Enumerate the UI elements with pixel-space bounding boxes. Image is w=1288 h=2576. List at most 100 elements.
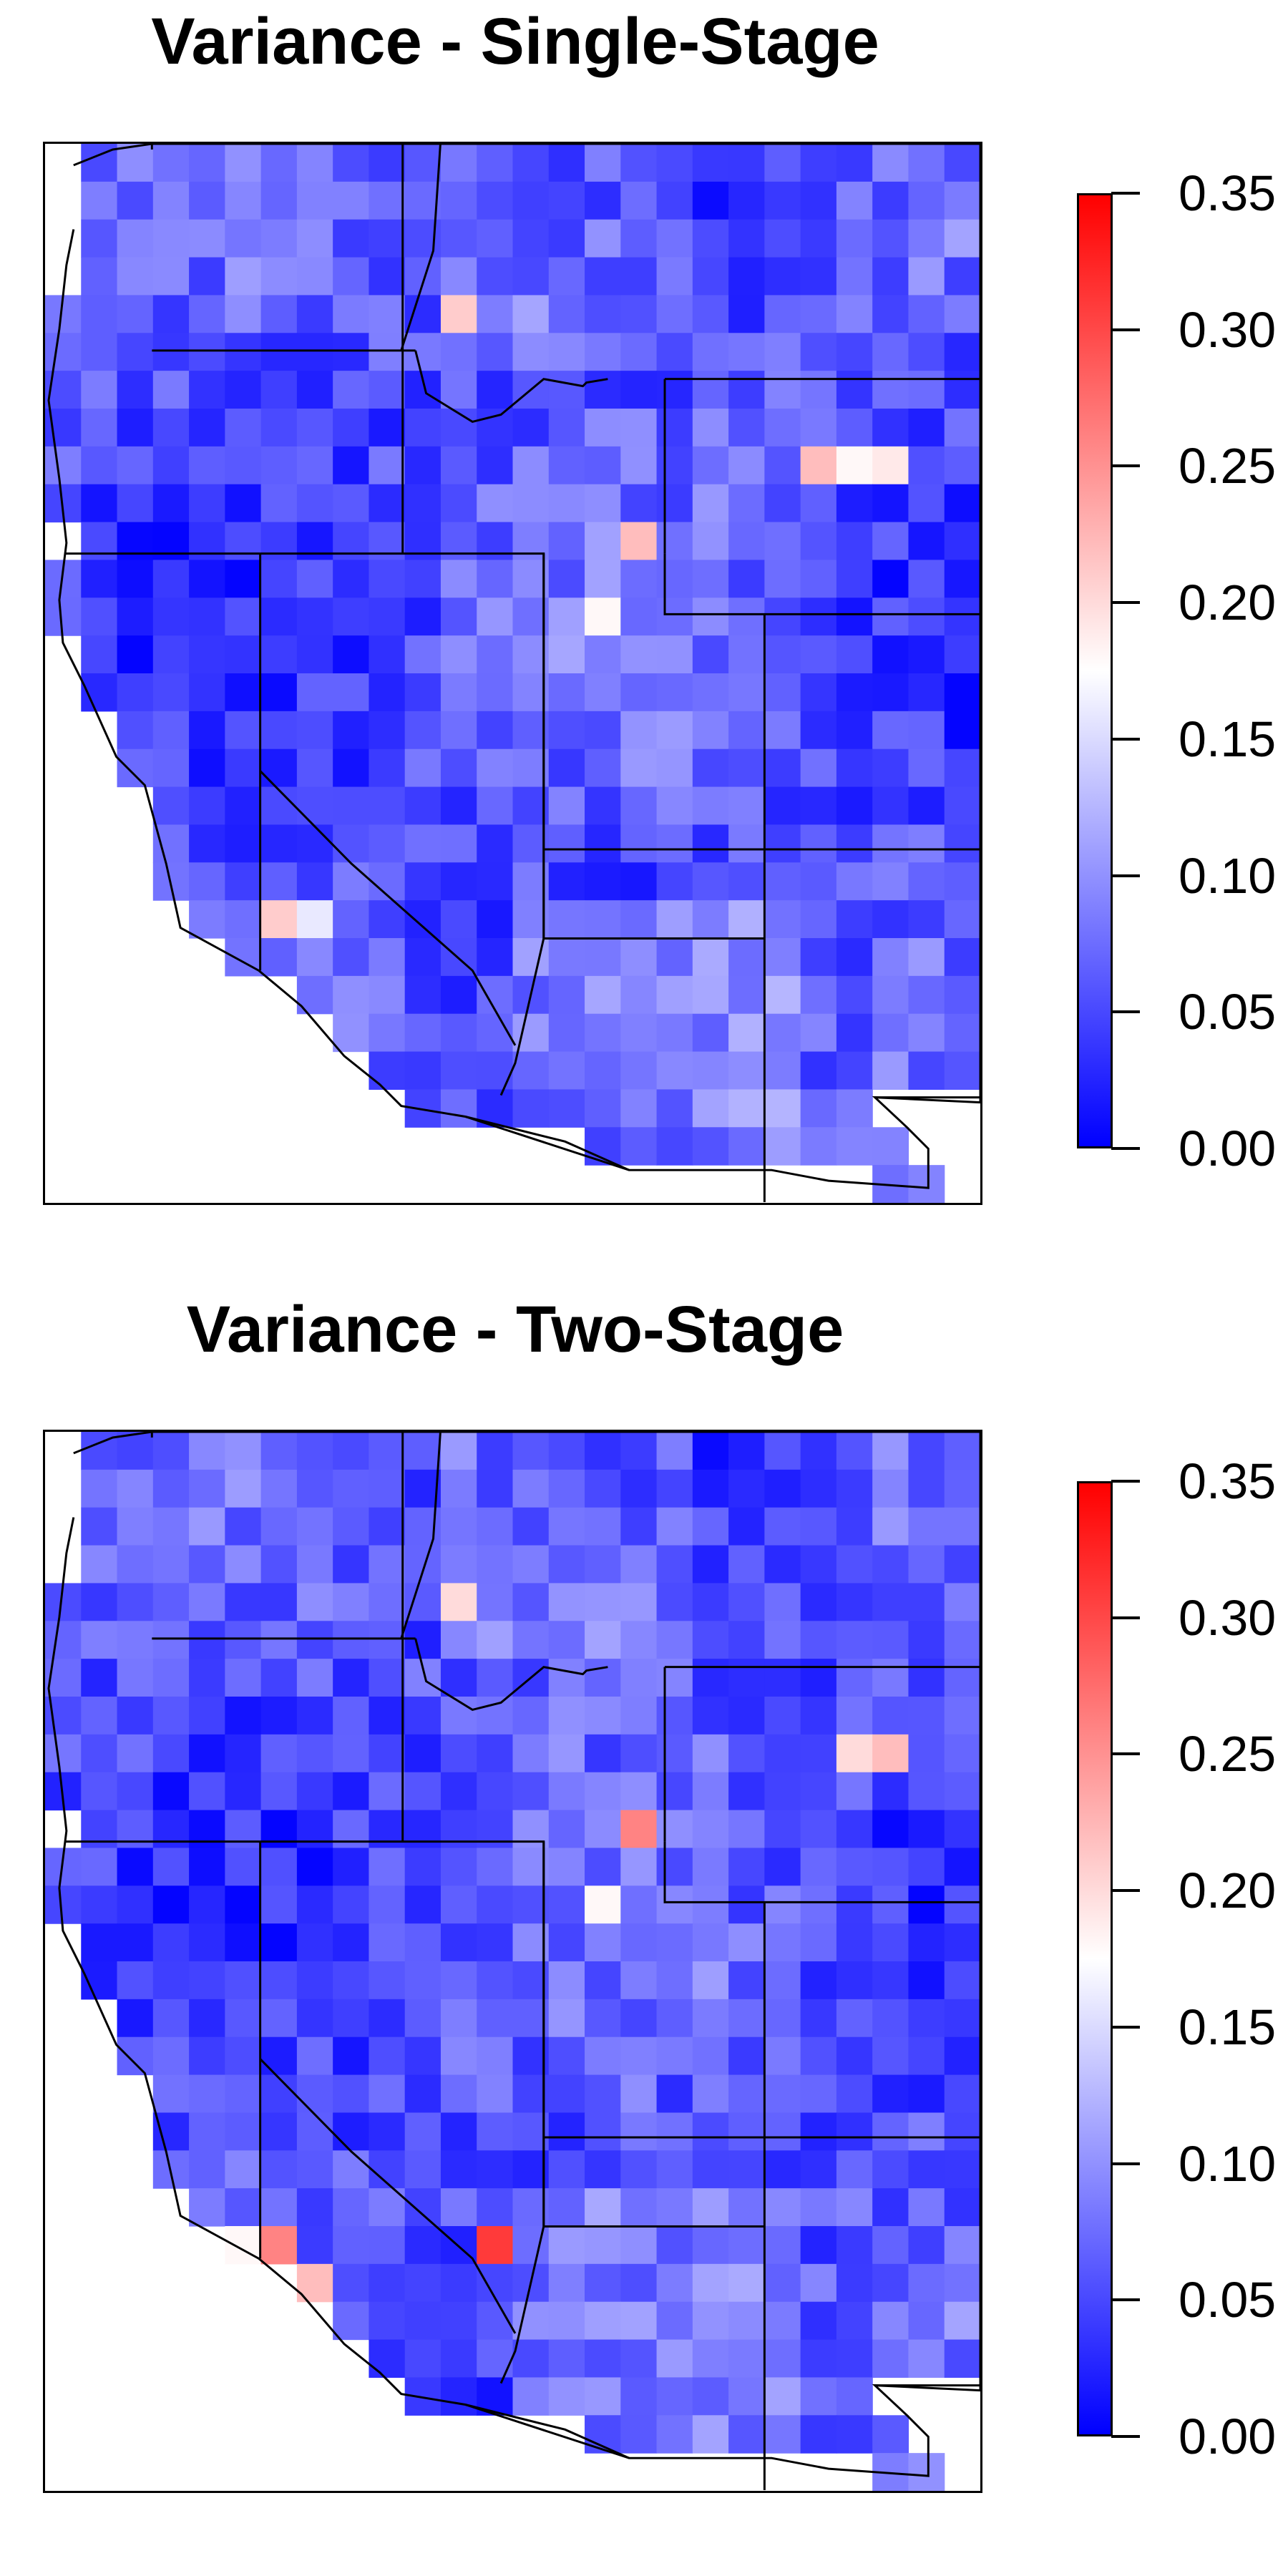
grid-cell	[333, 748, 370, 788]
grid-cell	[836, 1999, 873, 2038]
grid-cell	[800, 2415, 837, 2454]
grid-cell	[117, 1469, 154, 1508]
grid-cell	[908, 1848, 945, 1886]
grid-cell	[764, 522, 801, 561]
grid-cell	[440, 219, 477, 258]
grid-cell	[152, 1697, 190, 1735]
grid-cell	[440, 1583, 477, 1621]
grid-cell	[404, 597, 441, 636]
grid-cell	[260, 748, 298, 788]
grid-cell	[152, 673, 190, 712]
grid-cell	[404, 409, 441, 447]
grid-cell	[908, 862, 945, 901]
tick-mark	[1111, 1147, 1140, 1150]
grid-cell	[908, 333, 945, 371]
grid-cell	[369, 1013, 406, 1053]
color-scale-bar	[1077, 1481, 1113, 2436]
grid-cell	[656, 2226, 693, 2265]
grid-cell	[404, 144, 441, 182]
grid-cell	[369, 1961, 406, 2000]
grid-cell	[692, 900, 729, 939]
grid-cell	[260, 1469, 298, 1508]
grid-cell	[620, 2415, 658, 2454]
grid-cell	[369, 1697, 406, 1735]
grid-cell	[944, 1961, 980, 2000]
grid-cell	[117, 1848, 154, 1886]
grid-cell	[908, 1999, 945, 2038]
grid-cell	[800, 1734, 837, 1773]
grid-cell	[404, 1432, 441, 1470]
grid-cell	[189, 1583, 225, 1621]
state-boundary	[400, 144, 441, 351]
grid-cell	[477, 597, 514, 636]
grid-cell	[548, 862, 585, 901]
grid-cell	[764, 1621, 801, 1659]
grid-cell	[585, 295, 621, 333]
grid-cell	[369, 257, 406, 296]
grid-cell	[764, 2263, 801, 2303]
grid-cell	[585, 1583, 621, 1621]
grid-cell	[369, 484, 406, 523]
grid-cell	[944, 2150, 980, 2189]
grid-cell	[333, 484, 370, 523]
grid-cell	[260, 484, 298, 523]
grid-cell	[512, 1051, 550, 1091]
grid-cell	[440, 333, 477, 371]
grid-cell	[333, 824, 370, 863]
grid-cell	[872, 295, 909, 333]
grid-cell	[836, 144, 873, 182]
grid-cell	[728, 446, 765, 485]
grid-cell	[81, 1848, 118, 1886]
grid-cell	[656, 900, 693, 939]
grid-cell	[404, 560, 441, 598]
grid-cell	[440, 144, 477, 182]
grid-cell	[404, 1583, 441, 1621]
grid-cell	[656, 2036, 693, 2076]
grid-cell	[872, 673, 909, 712]
grid-cell	[872, 1697, 909, 1735]
grid-cell	[260, 560, 298, 598]
grid-cell	[189, 635, 225, 674]
grid-cell	[620, 975, 658, 1015]
grid-cell	[189, 181, 225, 220]
grid-cell	[369, 2226, 406, 2265]
grid-cell	[908, 1507, 945, 1546]
grid-cell	[296, 295, 333, 333]
grid-cell	[872, 2415, 909, 2454]
grid-cell	[296, 219, 333, 258]
grid-cell	[585, 1697, 621, 1735]
grid-cell	[908, 1621, 945, 1659]
grid-cell	[440, 1923, 477, 1962]
grid-cell	[333, 975, 370, 1015]
grid-cell	[225, 446, 262, 485]
grid-cell	[369, 2074, 406, 2114]
grid-cell	[45, 1734, 82, 1773]
grid-cell	[225, 938, 262, 977]
grid-cell	[477, 2074, 514, 2114]
grid-cell	[585, 1961, 621, 2000]
grid-cell	[872, 333, 909, 371]
grid-cell	[189, 295, 225, 333]
grid-cell	[585, 1772, 621, 1811]
grid-cell	[585, 1545, 621, 1584]
grid-cell	[404, 711, 441, 750]
grid-cell	[512, 144, 550, 182]
grid-cell	[908, 1545, 945, 1584]
grid-cell	[404, 2263, 441, 2303]
grid-cell	[656, 295, 693, 333]
grid-cell	[404, 333, 441, 371]
grid-cell	[836, 219, 873, 258]
grid-cell	[296, 2226, 333, 2265]
grid-cell	[908, 484, 945, 523]
grid-cell	[620, 1999, 658, 2038]
grid-cell	[548, 1810, 585, 1849]
grid-cell	[908, 1961, 945, 2000]
grid-cell	[477, 673, 514, 712]
grid-cell	[225, 635, 262, 674]
grid-cell	[333, 2301, 370, 2341]
grid-cell	[908, 1772, 945, 1811]
grid-cell	[477, 1885, 514, 1924]
grid-cell	[512, 2226, 550, 2265]
grid-cell	[333, 862, 370, 901]
grid-cell	[692, 1848, 729, 1886]
